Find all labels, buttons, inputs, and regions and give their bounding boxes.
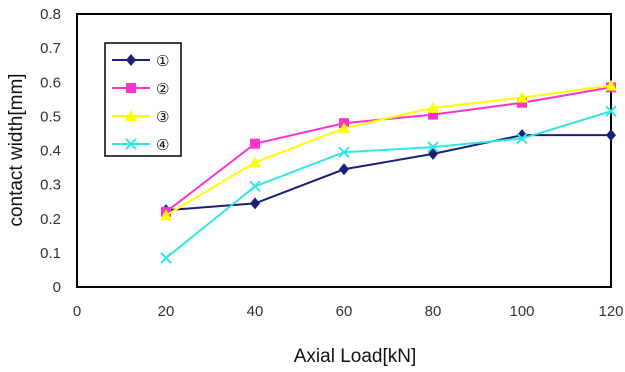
series-1-point xyxy=(250,197,260,210)
legend-label: ① xyxy=(156,52,169,70)
series-3-point xyxy=(338,122,350,134)
series-3-point xyxy=(605,79,617,91)
series-1-line xyxy=(165,134,611,212)
x-tick-label: 0 xyxy=(73,303,81,320)
series-4 xyxy=(160,105,617,264)
y-tick-label: 0.6 xyxy=(40,74,61,91)
series-3-line xyxy=(165,84,612,217)
legend-label: ③ xyxy=(156,108,169,126)
y-tick-label: 0.3 xyxy=(40,177,61,194)
series-1-point xyxy=(339,163,349,176)
series-2-point xyxy=(517,97,527,108)
y-tick-label: 0 xyxy=(53,279,61,296)
legend-swatch-marker xyxy=(126,83,136,93)
x-axis-title: Axial Load[kN] xyxy=(294,346,417,367)
series-4-point xyxy=(338,146,350,158)
series-4-point xyxy=(160,252,172,264)
y-tick-label: 0.7 xyxy=(40,40,61,57)
series-1-point xyxy=(606,129,616,142)
legend-box xyxy=(104,42,182,157)
legend-label: ② xyxy=(156,80,169,98)
series-3-point xyxy=(516,91,528,103)
y-tick-label: 0.4 xyxy=(40,143,61,160)
y-tick-label: 0.2 xyxy=(40,211,61,228)
legend-swatch-marker xyxy=(125,138,137,150)
y-tick-label: 0.8 xyxy=(40,6,61,23)
legend-swatch-marker xyxy=(126,54,136,66)
legend-item-2: ② xyxy=(112,80,169,98)
y-tick-label: 0.1 xyxy=(40,245,61,262)
legend-item-4: ④ xyxy=(112,136,169,154)
x-tick-label: 100 xyxy=(509,303,534,320)
legend-label: ④ xyxy=(156,136,169,154)
series-3-point xyxy=(427,101,439,113)
x-tick-label: 40 xyxy=(247,303,264,320)
series-3 xyxy=(160,79,617,221)
series-4-point xyxy=(427,141,439,153)
series-3-point xyxy=(160,209,172,221)
series-4-point xyxy=(516,132,528,145)
y-axis-ticks: 0 0.1 0.2 0.3 0.4 0.5 0.6 0.7 0.8 xyxy=(40,6,61,296)
x-tick-label: 60 xyxy=(336,303,353,320)
x-axis-ticks: 0 20 40 60 80 100 120 xyxy=(73,303,624,320)
series-2-point xyxy=(250,138,260,149)
series-layer xyxy=(160,79,617,264)
legend-item-1: ① xyxy=(112,52,169,70)
y-axis-title: contact width[mm] xyxy=(6,73,27,226)
x-tick-label: 80 xyxy=(425,303,442,320)
series-2-point xyxy=(428,109,438,120)
x-tick-label: 120 xyxy=(598,303,623,320)
x-tick-label: 20 xyxy=(158,303,175,320)
series-4-line xyxy=(165,110,612,259)
legend: ① ② ③ ④ xyxy=(104,42,182,157)
series-4-point xyxy=(605,105,617,117)
series-4-point xyxy=(249,180,261,193)
legend-swatch-marker xyxy=(125,110,137,121)
series-3-point xyxy=(249,156,261,168)
y-tick-label: 0.5 xyxy=(40,108,61,125)
legend-item-3: ③ xyxy=(112,108,169,126)
